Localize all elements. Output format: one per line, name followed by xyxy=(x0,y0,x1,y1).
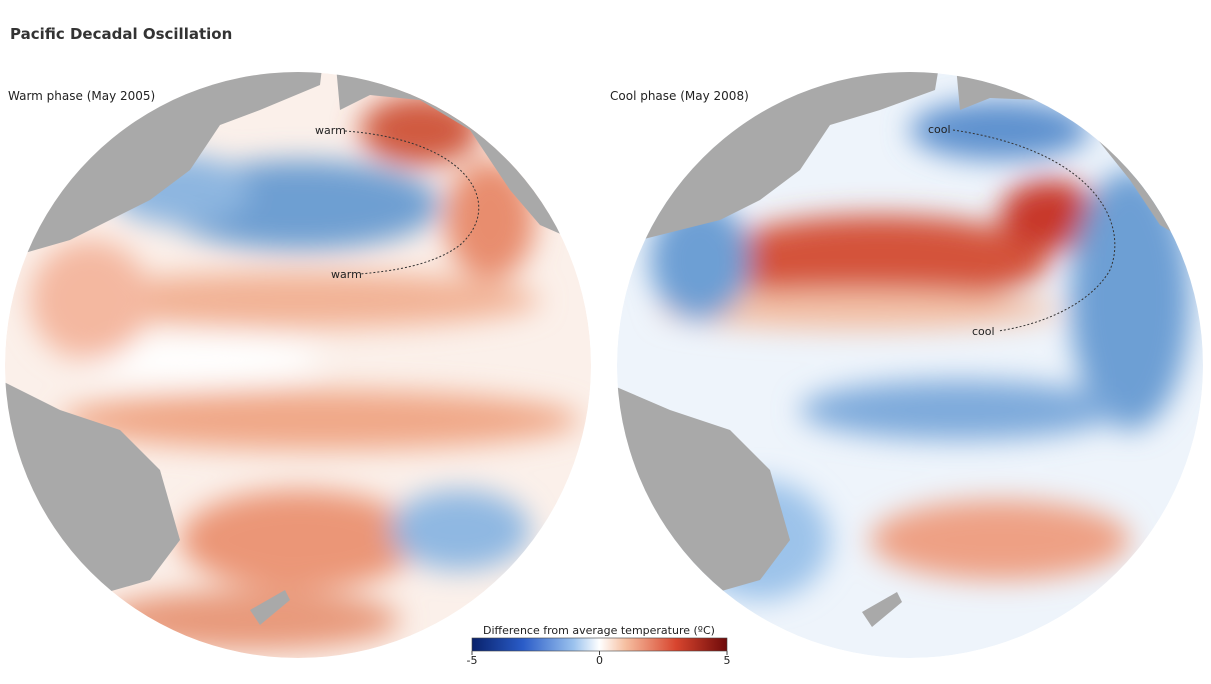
globe-cool xyxy=(617,72,1203,658)
colorbar-title: Difference from average temperature (ºC) xyxy=(483,624,715,637)
annotation: warm xyxy=(331,268,362,281)
globe-warm xyxy=(5,72,591,658)
colorbar-tick-label: -5 xyxy=(467,654,478,667)
map-title: Warm phase (May 2005) xyxy=(8,89,155,103)
annotation-line xyxy=(344,130,480,275)
colorbar-ticks: -5 0 5 xyxy=(467,651,731,667)
page-title: Pacific Decadal Oscillation xyxy=(10,25,232,43)
annotation: cool xyxy=(928,123,951,136)
annotation: cool xyxy=(972,325,995,338)
colorbar-tick-label: 5 xyxy=(724,654,731,667)
annotation: warm xyxy=(315,124,346,137)
map-title: Cool phase (May 2008) xyxy=(610,89,749,103)
colorbar xyxy=(471,637,728,652)
annotation-line xyxy=(952,129,1116,332)
colorbar-tick-label: 0 xyxy=(596,654,603,667)
